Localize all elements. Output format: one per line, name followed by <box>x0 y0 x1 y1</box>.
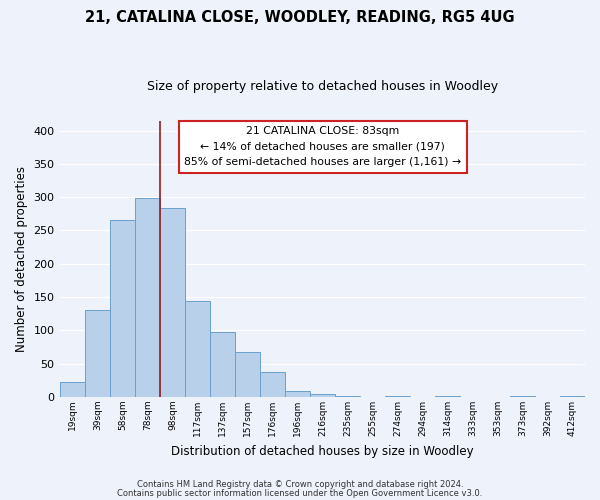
Bar <box>335 396 360 397</box>
Bar <box>560 396 585 397</box>
Bar <box>160 208 185 397</box>
Bar <box>435 396 460 397</box>
Bar <box>85 310 110 397</box>
Text: 21, CATALINA CLOSE, WOODLEY, READING, RG5 4UG: 21, CATALINA CLOSE, WOODLEY, READING, RG… <box>85 10 515 25</box>
Bar <box>510 396 535 397</box>
Bar <box>235 352 260 397</box>
Bar <box>60 382 85 397</box>
Bar <box>310 394 335 397</box>
Text: 21 CATALINA CLOSE: 83sqm
← 14% of detached houses are smaller (197)
85% of semi-: 21 CATALINA CLOSE: 83sqm ← 14% of detach… <box>184 126 461 168</box>
Text: Contains public sector information licensed under the Open Government Licence v3: Contains public sector information licen… <box>118 488 482 498</box>
Y-axis label: Number of detached properties: Number of detached properties <box>15 166 28 352</box>
Bar <box>210 332 235 397</box>
Bar <box>385 396 410 397</box>
Bar <box>285 391 310 397</box>
X-axis label: Distribution of detached houses by size in Woodley: Distribution of detached houses by size … <box>172 444 474 458</box>
Bar <box>185 301 210 397</box>
Bar <box>135 198 160 397</box>
Title: Size of property relative to detached houses in Woodley: Size of property relative to detached ho… <box>147 80 498 93</box>
Text: Contains HM Land Registry data © Crown copyright and database right 2024.: Contains HM Land Registry data © Crown c… <box>137 480 463 489</box>
Bar <box>260 372 285 397</box>
Bar <box>110 220 135 397</box>
